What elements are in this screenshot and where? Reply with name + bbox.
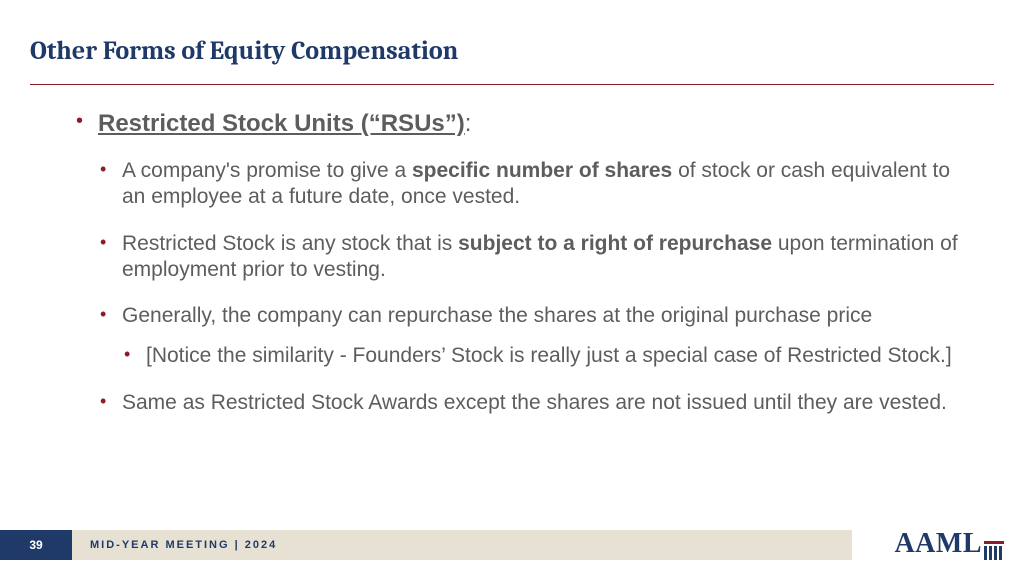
bullet-founders-note: [Notice the similarity - Founders’ Stock… [122,343,976,369]
text: A company's promise to give a [122,159,412,182]
bullet-same-as-rsa: Same as Restricted Stock Awards except t… [98,390,976,416]
logo-text: AAML [894,528,982,560]
footer: 39 MID-YEAR MEETING | 2024 AAML [0,530,1024,560]
level1-list: Restricted Stock Units (“RSUs”): A compa… [72,110,976,416]
text: [Notice the similarity - Founders’ Stock… [146,344,952,367]
meeting-label: MID-YEAR MEETING | 2024 [72,530,852,560]
logo-mark-icon [984,541,1004,560]
rsu-heading-colon: : [465,110,472,137]
rsu-heading-item: Restricted Stock Units (“RSUs”): A compa… [72,110,976,416]
logo: AAML [894,528,1004,560]
slide-title: Other Forms of Equity Compensation [30,36,458,66]
text: Generally, the company can repurchase th… [122,304,872,327]
text-bold: subject to a right of repurchase [458,232,772,255]
text: Restricted Stock is any stock that is [122,232,458,255]
title-rule [30,84,994,85]
text-bold: specific number of shares [412,159,672,182]
footer-bar: 39 MID-YEAR MEETING | 2024 [0,530,852,560]
level2-list: A company's promise to give a specific n… [98,158,976,416]
level3-list: [Notice the similarity - Founders’ Stock… [122,343,976,369]
content-area: Restricted Stock Units (“RSUs”): A compa… [72,110,976,436]
rsu-heading: Restricted Stock Units (“RSUs”) [98,110,465,137]
text: Same as Restricted Stock Awards except t… [122,391,947,414]
bullet-repurchase: Restricted Stock is any stock that is su… [98,231,976,284]
bullet-promise: A company's promise to give a specific n… [98,158,976,211]
slide: Other Forms of Equity Compensation Restr… [0,0,1024,576]
page-number: 39 [0,530,72,560]
bullet-repurchase-price: Generally, the company can repurchase th… [98,303,976,370]
